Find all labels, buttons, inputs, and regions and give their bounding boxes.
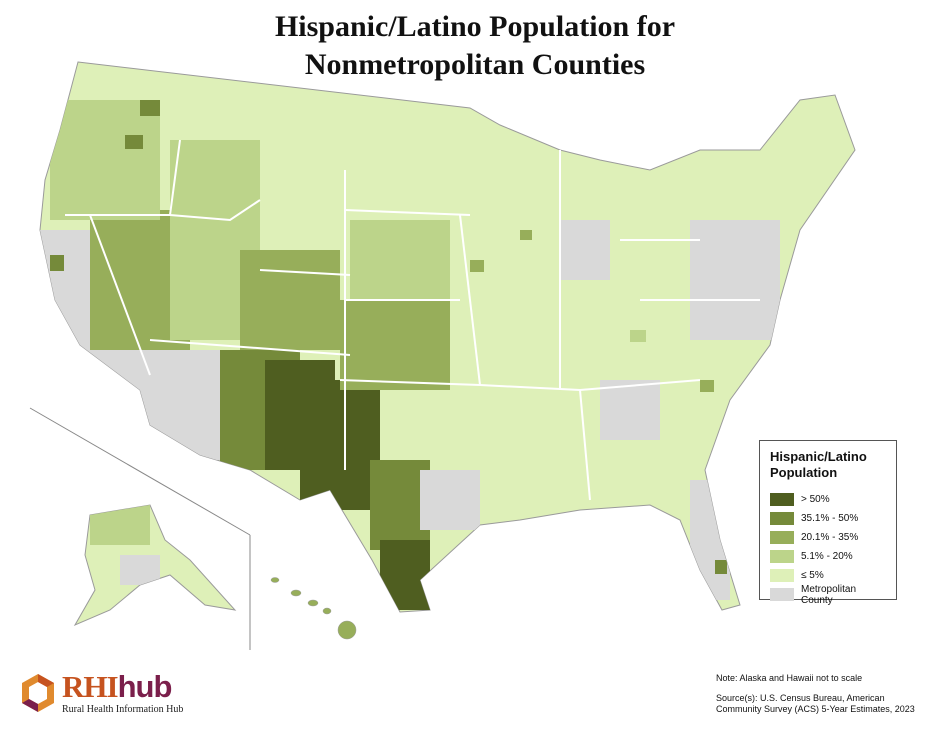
legend-label: 35.1% - 50% [801, 513, 859, 524]
region-texas-metro [420, 470, 480, 530]
alaska-region-1 [90, 505, 150, 545]
logo-hub: hub [117, 669, 173, 704]
legend-title-line-1: Hispanic/Latino [770, 449, 867, 464]
logo-subtitle: Rural Health Information Hub [62, 704, 184, 715]
hawaii-island-1 [270, 577, 280, 583]
legend-swatch [770, 531, 794, 544]
state-borders [65, 139, 760, 501]
region-colorado-west [240, 250, 340, 350]
source-citation: Source(s): U.S. Census Bureau, American … [716, 693, 936, 715]
legend-swatch [770, 512, 794, 525]
title-line-2: Nonmetropolitan Counties [304, 48, 646, 81]
county-patch-1 [470, 260, 484, 272]
county-patch-4 [700, 380, 714, 392]
region-plains [350, 220, 450, 300]
scale-note: Note: Alaska and Hawaii not to scale [716, 673, 863, 683]
region-great-lakes-metro [560, 220, 610, 280]
region-kansas-oklahoma [340, 300, 450, 390]
map-legend: Hispanic/Latino Population > 50% 35.1% -… [759, 440, 897, 606]
rhihub-logo[interactable]: RHIhub Rural Health Information Hub [18, 669, 208, 720]
inset-divider-ak [29, 407, 251, 536]
alaska-region-2 [120, 555, 160, 585]
legend-swatch [770, 550, 794, 563]
logo-icon [22, 674, 54, 712]
map-title: Hispanic/Latino Population for Nonmetrop… [0, 8, 950, 84]
legend-swatch [770, 569, 794, 582]
region-arizona-metro [150, 350, 230, 460]
county-patch-3 [630, 330, 646, 342]
hawaii-island-2 [290, 589, 302, 597]
hawaii-island-3 [307, 599, 319, 607]
region-south-texas [380, 540, 430, 610]
source-line-2: Community Survey (ACS) 5-Year Estimates,… [716, 704, 915, 714]
legend-item: 5.1% - 20% [770, 547, 886, 566]
legend-label: 20.1% - 35% [801, 532, 859, 543]
legend-item: > 50% [770, 490, 886, 509]
county-patch-8 [50, 255, 64, 271]
region-pacific-northwest [50, 100, 160, 220]
legend-item: ≤ 5% [770, 566, 886, 585]
legend-label: > 50% [801, 494, 830, 505]
region-northeast-metro [690, 220, 780, 340]
county-patch-5 [715, 560, 727, 574]
region-florida-metro [690, 480, 730, 600]
county-patch-2 [520, 230, 532, 240]
hawaii-island-5 [337, 620, 357, 640]
county-patch-7 [125, 135, 143, 149]
region-west-texas [300, 380, 380, 510]
legend-swatch [770, 493, 794, 506]
legend-title-line-2: Population [770, 465, 838, 480]
hawaii-island-4 [322, 607, 332, 615]
hawaii [270, 577, 357, 640]
legend-label: Metropolitan County [801, 583, 857, 606]
region-southeast-metro [600, 380, 660, 440]
logo-wordmark: RHIhub [62, 669, 173, 705]
logo-rhi: RHI [62, 669, 119, 704]
source-line-1: Source(s): U.S. Census Bureau, American [716, 693, 885, 703]
legend-item: 35.1% - 50% [770, 509, 886, 528]
legend-swatch [770, 588, 794, 601]
county-patch-6 [140, 100, 160, 116]
legend-label: 5.1% - 20% [801, 551, 853, 562]
legend-title: Hispanic/Latino Population [770, 449, 886, 481]
title-line-1: Hispanic/Latino Population for [274, 10, 676, 43]
legend-item: 20.1% - 35% [770, 528, 886, 547]
legend-label: ≤ 5% [801, 570, 824, 581]
legend-item: Metropolitan County [770, 583, 886, 606]
